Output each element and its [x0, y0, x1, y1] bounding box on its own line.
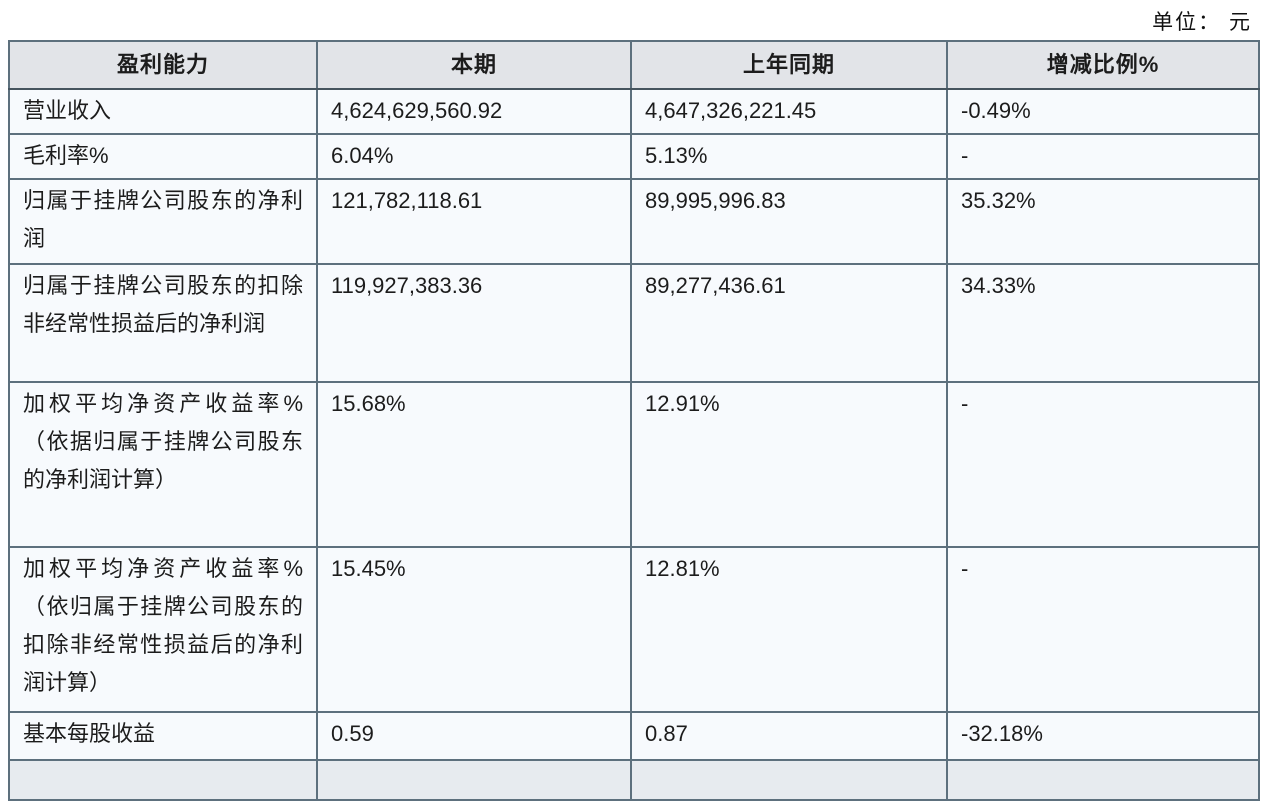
current-period-cell: 119,927,383.36: [316, 263, 632, 383]
table-row: 归属于挂牌公司股东的净利润 121,782,118.61 89,995,996.…: [8, 178, 1260, 265]
change-ratio-cell: -: [946, 546, 1260, 713]
table-row-cutoff: [8, 759, 1260, 801]
table-row: 营业收入 4,624,629,560.92 4,647,326,221.45 -…: [8, 88, 1260, 135]
column-header-prior-period: 上年同期: [630, 40, 948, 90]
change-ratio-cell: 34.33%: [946, 263, 1260, 383]
current-period-cell: 121,782,118.61: [316, 178, 632, 265]
metric-label-cell: 加权平均净资产收益率%（依据归属于挂牌公司股东的净利润计算）: [8, 381, 318, 548]
column-header-change-ratio: 增减比例%: [946, 40, 1260, 90]
prior-period-cell: 89,995,996.83: [630, 178, 948, 265]
change-ratio-cell: -: [946, 381, 1260, 548]
table-header-row: 盈利能力 本期 上年同期 增减比例%: [8, 40, 1260, 90]
current-period-cell: 6.04%: [316, 133, 632, 180]
column-header-current-period: 本期: [316, 40, 632, 90]
prior-period-cell: 89,277,436.61: [630, 263, 948, 383]
change-ratio-cell: [946, 759, 1260, 801]
column-header-metric: 盈利能力: [8, 40, 318, 90]
current-period-cell: 4,624,629,560.92: [316, 88, 632, 135]
metric-label-cell: 营业收入: [8, 88, 318, 135]
table-row: 毛利率% 6.04% 5.13% -: [8, 133, 1260, 180]
metric-label-cell: 基本每股收益: [8, 711, 318, 761]
financial-table: 盈利能力 本期 上年同期 增减比例% 营业收入 4,624,629,560.92…: [8, 40, 1260, 801]
metric-label-cell: [8, 759, 318, 801]
metric-label-cell: 归属于挂牌公司股东的净利润: [8, 178, 318, 265]
metric-label-cell: 归属于挂牌公司股东的扣除非经常性损益后的净利润: [8, 263, 318, 383]
change-ratio-cell: -32.18%: [946, 711, 1260, 761]
prior-period-cell: [630, 759, 948, 801]
prior-period-cell: 0.87: [630, 711, 948, 761]
current-period-cell: 0.59: [316, 711, 632, 761]
metric-label-cell: 加权平均净资产收益率%（依归属于挂牌公司股东的扣除非经常性损益后的净利润计算）: [8, 546, 318, 713]
table-row: 加权平均净资产收益率%（依据归属于挂牌公司股东的净利润计算） 15.68% 12…: [8, 381, 1260, 548]
current-period-cell: 15.68%: [316, 381, 632, 548]
prior-period-cell: 5.13%: [630, 133, 948, 180]
unit-label: 单位： 元: [1152, 11, 1252, 34]
prior-period-cell: 12.91%: [630, 381, 948, 548]
change-ratio-cell: -: [946, 133, 1260, 180]
change-ratio-cell: -0.49%: [946, 88, 1260, 135]
change-ratio-cell: 35.32%: [946, 178, 1260, 265]
current-period-cell: [316, 759, 632, 801]
current-period-cell: 15.45%: [316, 546, 632, 713]
table-row: 加权平均净资产收益率%（依归属于挂牌公司股东的扣除非经常性损益后的净利润计算） …: [8, 546, 1260, 713]
prior-period-cell: 12.81%: [630, 546, 948, 713]
metric-label-cell: 毛利率%: [8, 133, 318, 180]
table-row: 归属于挂牌公司股东的扣除非经常性损益后的净利润 119,927,383.36 8…: [8, 263, 1260, 383]
prior-period-cell: 4,647,326,221.45: [630, 88, 948, 135]
table-row: 基本每股收益 0.59 0.87 -32.18%: [8, 711, 1260, 761]
